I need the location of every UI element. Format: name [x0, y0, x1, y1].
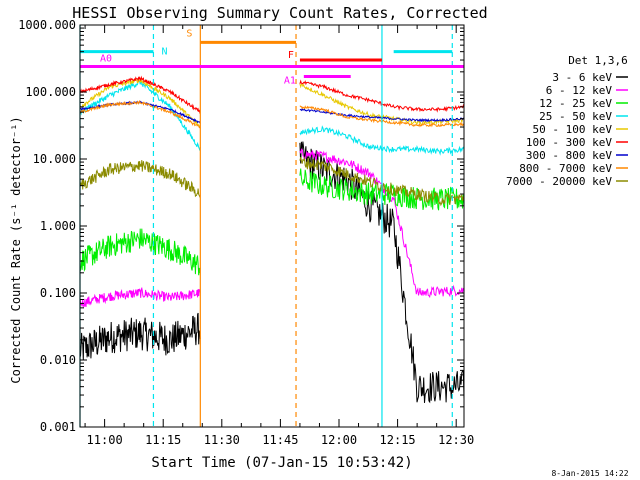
x-tick-label: 12:30: [438, 433, 474, 447]
legend-label: 50 - 100 keV: [533, 123, 613, 136]
y-tick-label: 0.001: [40, 420, 76, 434]
attenuator-bars: N S F A0 A1: [80, 28, 464, 87]
y-tick-label: 1.000: [40, 219, 76, 233]
state-label: A0: [100, 54, 112, 65]
x-tick-label: 11:00: [87, 433, 123, 447]
series-line-8-0: [79, 160, 201, 198]
state-label: A1: [284, 76, 296, 87]
series-line-2-0: [79, 228, 201, 276]
footer-date: 8-Jan-2015 14:22: [551, 469, 628, 478]
y-tick-label: 1000.000: [18, 18, 76, 32]
series-line-1-0: [79, 286, 201, 309]
chart-title: HESSI Observing Summary Count Rates, Cor…: [72, 4, 487, 22]
series-line-0-0: [79, 312, 201, 360]
y-tick-label: 100.000: [25, 85, 76, 99]
state-label: S: [186, 28, 192, 39]
x-tick-label: 11:30: [204, 433, 240, 447]
legend-label: 12 - 25 keV: [539, 97, 612, 110]
series-line-5-0: [79, 75, 201, 115]
legend-title: Det 1,3,6: [568, 54, 628, 67]
y-tick-label: 0.100: [40, 286, 76, 300]
y-tick-label: 0.010: [40, 353, 76, 367]
x-axis-label: Start Time (07-Jan-15 10:53:42): [151, 455, 412, 471]
y-axis-label: Corrected Count Rate (s⁻¹ detector⁻¹): [9, 116, 23, 383]
x-tick-label: 11:15: [145, 433, 181, 447]
x-tick-label: 12:15: [380, 433, 416, 447]
legend-label: 3 - 6 keV: [552, 71, 612, 84]
series-line-7-0: [79, 100, 201, 129]
state-label: N: [161, 47, 167, 58]
series-line-3-0: [79, 80, 201, 151]
legend-label: 800 - 7000 keV: [519, 162, 612, 175]
x-tick-label: 12:00: [321, 433, 357, 447]
legend-label: 100 - 300 keV: [526, 136, 612, 149]
legend-label: 6 - 12 keV: [546, 84, 613, 97]
legend-label: 25 - 50 keV: [539, 110, 612, 123]
y-tick-label: 10.000: [33, 152, 76, 166]
legend-label: 7000 - 20000 keV: [506, 175, 612, 188]
state-label: F: [288, 50, 294, 61]
x-tick-label: 11:45: [262, 433, 298, 447]
legend-label: 300 - 800 keV: [526, 149, 612, 162]
axes: 0.001 0.010 0.100 1.000 10.000 100.000 1000.00…: [18, 18, 474, 447]
